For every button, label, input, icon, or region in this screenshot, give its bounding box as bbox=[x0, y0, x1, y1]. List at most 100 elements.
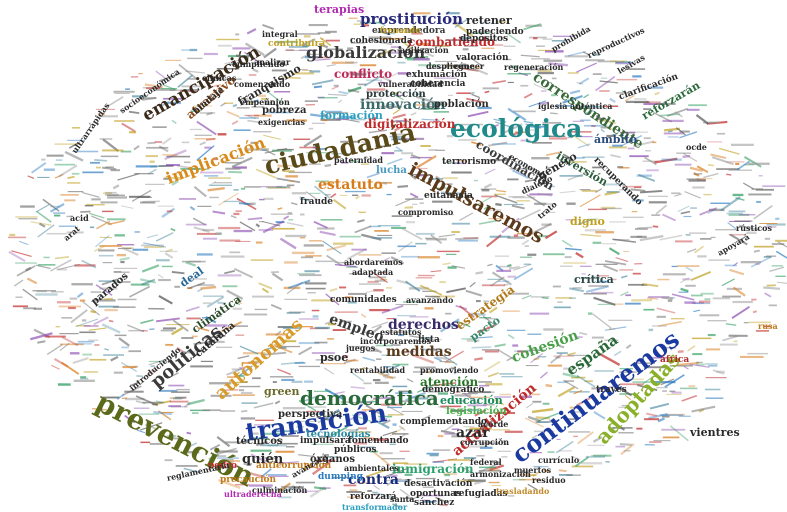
tiny-word-mark bbox=[634, 263, 643, 265]
tiny-word-mark bbox=[164, 459, 173, 462]
tiny-word-mark bbox=[91, 198, 101, 201]
tiny-word-mark bbox=[391, 215, 413, 217]
tiny-word-mark bbox=[79, 299, 86, 302]
tiny-word-mark bbox=[549, 135, 566, 137]
tiny-word-mark bbox=[261, 468, 272, 478]
cloud-word: paternidad bbox=[334, 155, 384, 165]
tiny-word-mark bbox=[169, 89, 192, 92]
tiny-word-mark bbox=[303, 244, 324, 247]
tiny-word-mark bbox=[593, 296, 616, 306]
tiny-word-mark bbox=[527, 483, 538, 491]
tiny-word-mark bbox=[686, 178, 700, 180]
tiny-word-mark bbox=[370, 345, 383, 354]
tiny-word-mark bbox=[272, 227, 295, 230]
tiny-word-mark bbox=[395, 146, 403, 152]
tiny-word-mark bbox=[314, 341, 328, 344]
tiny-word-mark bbox=[550, 112, 558, 115]
tiny-word-mark bbox=[557, 381, 568, 384]
tiny-word-mark bbox=[56, 301, 71, 304]
tiny-word-mark bbox=[240, 417, 256, 420]
cloud-word: pedro bbox=[208, 461, 238, 471]
tiny-word-mark bbox=[155, 232, 174, 242]
tiny-word-mark bbox=[608, 146, 627, 149]
tiny-word-mark bbox=[194, 138, 216, 140]
tiny-word-mark bbox=[231, 156, 253, 168]
tiny-word-mark bbox=[171, 271, 185, 275]
tiny-word-mark bbox=[325, 193, 331, 196]
tiny-word-mark bbox=[185, 89, 200, 91]
tiny-word-mark bbox=[387, 414, 403, 416]
tiny-word-mark bbox=[655, 204, 668, 215]
tiny-word-mark bbox=[299, 196, 312, 203]
tiny-word-mark bbox=[695, 363, 705, 366]
tiny-word-mark bbox=[715, 229, 737, 231]
cloud-word: residuo bbox=[532, 475, 566, 485]
tiny-word-mark bbox=[197, 288, 203, 293]
tiny-word-mark bbox=[203, 295, 224, 297]
tiny-word-mark bbox=[699, 314, 720, 317]
tiny-word-mark bbox=[336, 156, 341, 159]
tiny-word-mark bbox=[699, 207, 717, 216]
tiny-word-mark bbox=[721, 278, 735, 287]
tiny-word-mark bbox=[275, 40, 298, 43]
tiny-word-mark bbox=[299, 274, 322, 277]
tiny-word-mark bbox=[359, 21, 381, 24]
tiny-word-mark bbox=[488, 218, 505, 220]
tiny-word-mark bbox=[303, 462, 319, 470]
tiny-word-mark bbox=[299, 400, 317, 412]
tiny-word-mark bbox=[354, 225, 372, 234]
tiny-word-mark bbox=[507, 275, 517, 278]
tiny-word-mark bbox=[579, 105, 602, 108]
tiny-word-mark bbox=[169, 400, 189, 403]
tiny-word-mark bbox=[432, 200, 453, 203]
tiny-word-mark bbox=[632, 140, 655, 148]
tiny-word-mark bbox=[525, 164, 547, 177]
tiny-word-mark bbox=[158, 294, 173, 305]
tiny-word-mark bbox=[311, 309, 320, 312]
tiny-word-mark bbox=[258, 282, 273, 290]
tiny-word-mark bbox=[620, 291, 629, 297]
tiny-word-mark bbox=[425, 295, 440, 298]
tiny-word-mark bbox=[509, 167, 532, 170]
tiny-word-mark bbox=[564, 55, 589, 58]
tiny-word-mark bbox=[766, 255, 777, 257]
tiny-word-mark bbox=[581, 273, 586, 275]
tiny-word-mark bbox=[328, 456, 342, 459]
tiny-word-mark bbox=[501, 217, 520, 234]
tiny-word-mark bbox=[517, 350, 529, 353]
tiny-word-mark bbox=[326, 244, 346, 252]
tiny-word-mark bbox=[657, 278, 670, 281]
tiny-word-mark bbox=[37, 176, 50, 178]
tiny-word-mark bbox=[461, 123, 484, 126]
tiny-word-mark bbox=[566, 474, 581, 476]
tiny-word-mark bbox=[495, 203, 502, 207]
tiny-word-mark bbox=[54, 163, 76, 166]
tiny-word-mark bbox=[308, 127, 314, 130]
tiny-word-mark bbox=[395, 304, 418, 306]
tiny-word-mark bbox=[648, 201, 667, 204]
tiny-word-mark bbox=[776, 281, 787, 286]
tiny-word-mark bbox=[267, 91, 284, 105]
tiny-word-mark bbox=[8, 250, 26, 263]
tiny-word-mark bbox=[315, 359, 334, 361]
tiny-word-mark bbox=[416, 103, 427, 106]
tiny-word-mark bbox=[619, 167, 630, 169]
tiny-word-mark bbox=[158, 279, 171, 282]
tiny-word-mark bbox=[695, 178, 713, 180]
tiny-word-mark bbox=[503, 203, 524, 206]
tiny-word-mark bbox=[769, 266, 785, 272]
cloud-word: estatutos bbox=[380, 327, 422, 337]
tiny-word-mark bbox=[373, 438, 389, 441]
tiny-word-mark bbox=[747, 352, 769, 355]
tiny-word-mark bbox=[208, 177, 231, 179]
tiny-word-mark bbox=[489, 235, 511, 238]
tiny-word-mark bbox=[539, 371, 548, 379]
tiny-word-mark bbox=[775, 250, 787, 263]
tiny-word-mark bbox=[433, 356, 443, 362]
tiny-word-mark bbox=[298, 454, 315, 458]
cloud-word: conflicto bbox=[334, 67, 393, 81]
tiny-word-mark bbox=[158, 389, 178, 392]
tiny-word-mark bbox=[398, 334, 404, 337]
tiny-word-mark bbox=[490, 123, 499, 129]
tiny-word-mark bbox=[459, 58, 483, 60]
